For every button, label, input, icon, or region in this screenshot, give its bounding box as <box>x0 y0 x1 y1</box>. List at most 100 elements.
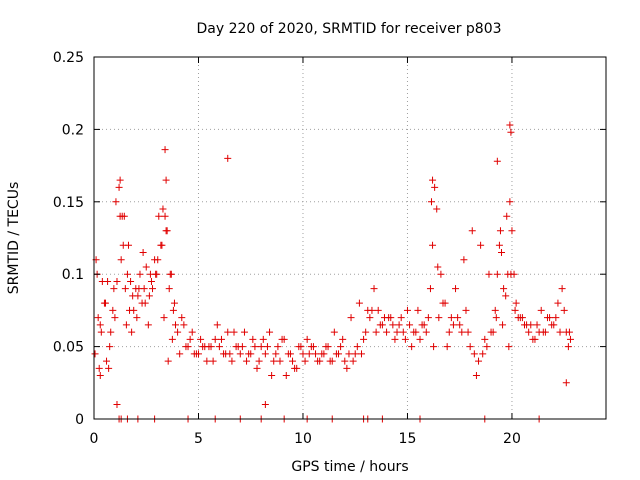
data-point <box>261 401 269 409</box>
data-point <box>122 321 130 329</box>
data-point <box>160 314 168 322</box>
data-point <box>458 328 466 336</box>
data-point <box>456 321 464 329</box>
data-point <box>168 335 176 343</box>
data-point <box>249 335 257 343</box>
data-point <box>217 335 225 343</box>
data-point <box>107 328 115 336</box>
data-point <box>159 205 167 213</box>
x-tick-label: 0 <box>90 431 99 447</box>
data-point <box>454 314 462 322</box>
data-point <box>483 343 491 351</box>
data-point <box>499 321 507 329</box>
data-point <box>424 314 432 322</box>
data-point <box>284 350 292 358</box>
data-point <box>139 248 147 256</box>
data-point <box>251 343 259 351</box>
data-point <box>303 335 311 343</box>
data-point <box>121 285 129 293</box>
data-point <box>493 270 501 278</box>
data-point <box>104 277 112 285</box>
data-point <box>466 343 474 351</box>
data-point <box>503 212 511 220</box>
data-point <box>416 335 424 343</box>
data-point <box>355 299 363 307</box>
data-point <box>397 314 405 322</box>
data-point <box>548 321 556 329</box>
data-point <box>543 314 551 322</box>
data-point <box>155 212 163 220</box>
data-point <box>188 328 196 336</box>
data-point <box>263 343 271 351</box>
data-point <box>141 299 149 307</box>
data-point <box>105 364 113 372</box>
data-point <box>370 285 378 293</box>
data-point <box>531 335 539 343</box>
data-point <box>479 350 487 358</box>
data-point <box>512 299 520 307</box>
data-point <box>113 401 121 409</box>
data-point <box>118 212 126 220</box>
data-point <box>162 176 170 184</box>
data-point <box>445 328 453 336</box>
data-point <box>101 299 109 307</box>
data-point <box>533 321 541 329</box>
data-point <box>136 270 144 278</box>
data-point <box>401 335 409 343</box>
data-point <box>376 321 384 329</box>
plot-frame <box>93 56 607 420</box>
chart-title: Day 220 of 2020, SRMTID for receiver p80… <box>196 21 501 37</box>
data-point <box>477 241 485 249</box>
data-point <box>335 350 343 358</box>
data-point <box>142 263 150 271</box>
axes: 0 0.05 0.1 0.15 0.2 0.25 0 5 10 15 20 <box>53 50 606 447</box>
data-point <box>266 328 274 336</box>
data-point <box>383 328 391 336</box>
data-point <box>431 183 439 191</box>
data-point <box>297 343 305 351</box>
data-point <box>560 306 568 314</box>
data-point <box>113 277 121 285</box>
data-point <box>434 263 442 271</box>
data-point <box>112 198 120 206</box>
x-axis-label: GPS time / hours <box>291 459 408 475</box>
data-point <box>452 285 460 293</box>
y-tick-label: 0 <box>75 412 84 428</box>
data-point <box>506 121 514 129</box>
data-point <box>111 314 119 322</box>
data-point <box>460 256 468 264</box>
data-point <box>94 314 102 322</box>
data-point <box>164 357 172 365</box>
data-point <box>341 357 349 365</box>
data-point <box>414 306 422 314</box>
data-point <box>161 212 169 220</box>
x-tick-label: 10 <box>294 431 312 447</box>
data-point <box>299 350 307 358</box>
data-point <box>261 350 269 358</box>
data-point <box>110 285 118 293</box>
data-point <box>96 372 104 380</box>
data-point <box>230 328 238 336</box>
data-point <box>259 335 267 343</box>
data-point <box>389 321 397 329</box>
data-point <box>349 357 357 365</box>
data-point <box>464 328 472 336</box>
data-point <box>201 343 209 351</box>
data-point <box>395 321 403 329</box>
data-point <box>337 343 345 351</box>
data-point <box>330 328 338 336</box>
data-point <box>558 285 566 293</box>
data-point <box>224 154 232 162</box>
data-point <box>505 343 513 351</box>
data-point <box>309 343 317 351</box>
data-point <box>272 350 280 358</box>
data-point <box>127 277 135 285</box>
data-point <box>408 343 416 351</box>
data-point <box>97 328 105 336</box>
data-point <box>426 285 434 293</box>
data-point <box>117 256 125 264</box>
data-point <box>135 285 143 293</box>
data-point <box>215 343 223 351</box>
data-point <box>418 321 426 329</box>
data-point <box>406 321 414 329</box>
